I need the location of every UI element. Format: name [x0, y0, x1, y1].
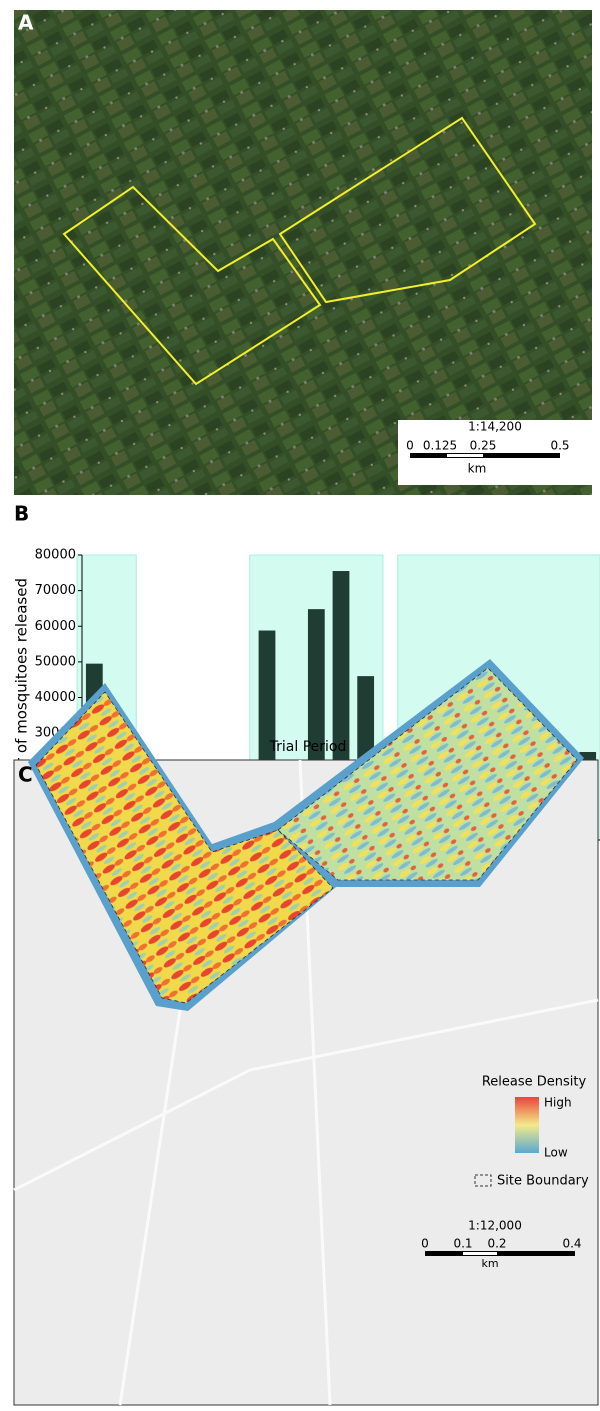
scale-tick: 0	[406, 439, 414, 453]
legend-high: High	[544, 1096, 572, 1110]
scale-tick: 0.2	[487, 1237, 506, 1251]
panel-label: B	[14, 502, 29, 526]
y-tick-label: 80000	[35, 548, 76, 563]
scale-tick: 0	[421, 1237, 429, 1251]
y-tick-label: 60000	[35, 619, 76, 634]
scale-ratio: 1:12,000	[468, 1219, 522, 1233]
panel-label: C	[18, 763, 33, 787]
legend-boundary-label: Site Boundary	[497, 1174, 589, 1189]
scale-tick: 0.125	[423, 439, 457, 453]
legend-low: Low	[544, 1146, 568, 1160]
scale-bar	[463, 1252, 497, 1255]
scale-tick: 0.1	[453, 1237, 472, 1251]
legend-title: Release Density	[482, 1075, 587, 1090]
panel-label: A	[18, 11, 34, 35]
scale-bar	[410, 453, 560, 458]
y-tick-label: 70000	[35, 583, 76, 598]
scale-tick: 0.25	[470, 439, 497, 453]
y-tick-label: 50000	[35, 654, 76, 669]
x-axis-label: Trial Period	[269, 739, 347, 755]
scale-ratio: 1:14,200	[468, 420, 522, 434]
scale-unit: km	[468, 462, 487, 476]
scale-tick: 0.4	[562, 1237, 581, 1251]
scale-bar	[425, 1251, 575, 1256]
legend-ramp	[515, 1097, 539, 1153]
scale-bar	[447, 454, 483, 457]
scale-tick: 0.5	[550, 439, 569, 453]
scale-unit: km	[481, 1257, 498, 1270]
y-tick-label: 40000	[35, 690, 76, 705]
